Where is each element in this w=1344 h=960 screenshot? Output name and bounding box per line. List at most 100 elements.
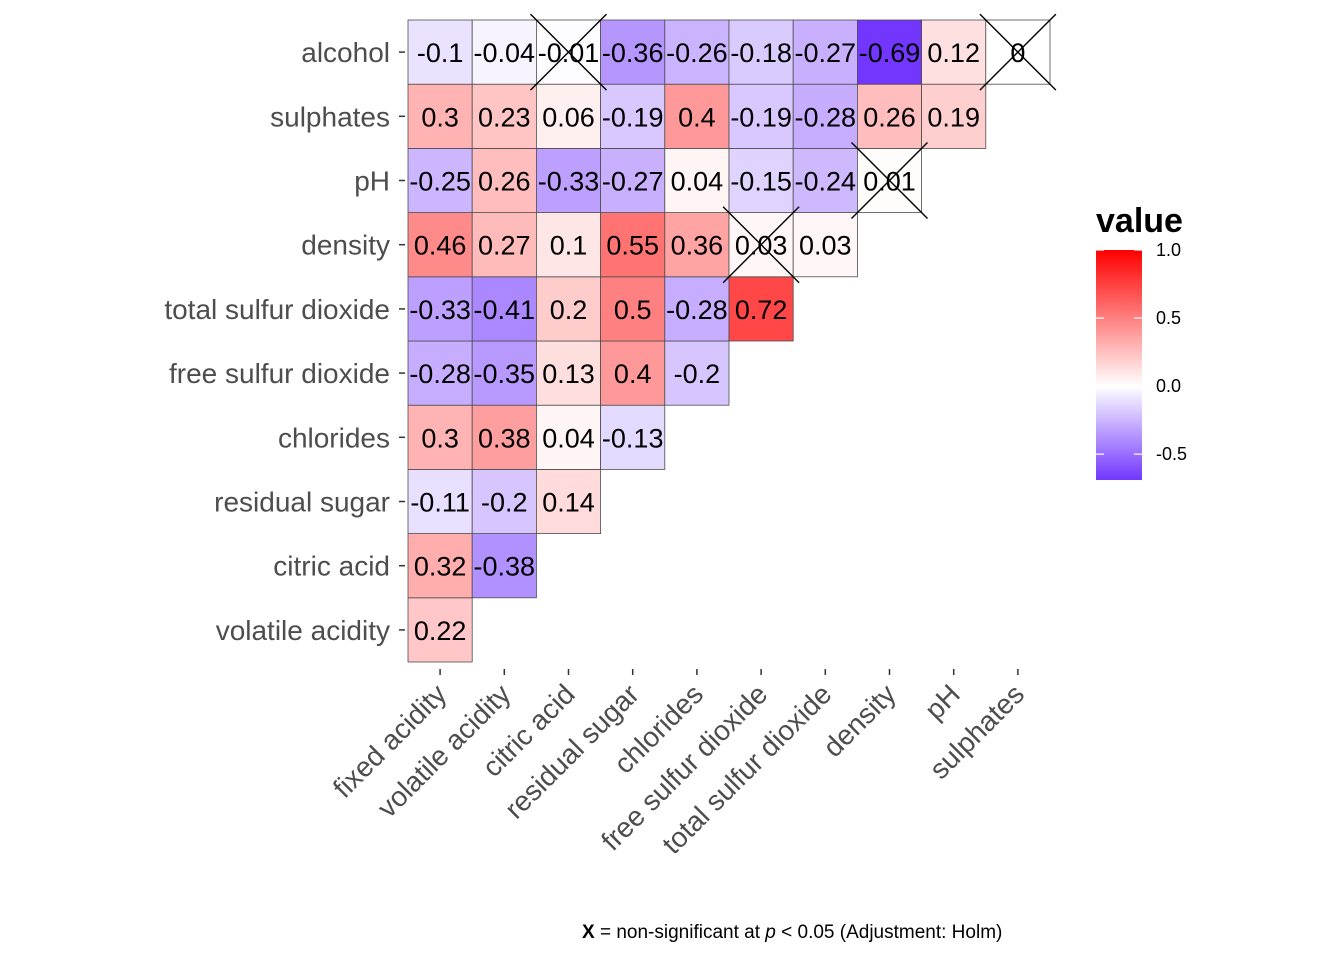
heatmap-cell: [728, 147, 794, 213]
cell-value-label: 0.27: [478, 231, 531, 261]
cell-value-label: -0.01: [538, 38, 600, 68]
cell-value-label: -0.33: [538, 167, 600, 197]
cell-value-label: -0.69: [859, 38, 921, 68]
cell-value-label: -0.25: [409, 167, 471, 197]
cell-value-label: -0.2: [674, 359, 721, 389]
cell-value-label: 0.55: [606, 231, 659, 261]
heatmap-cell: [600, 19, 666, 85]
color-legend: value 1.0 0.5 0.0 -0.5: [1096, 202, 1187, 480]
cell-value-label: 0.3: [421, 423, 459, 453]
cell-value-label: -0.26: [666, 38, 728, 68]
heatmap-cells: 0.220.32 -0.38-0.11 -0.2 0.140.3 0.38 0.04 -0.…: [407, 13, 1057, 663]
x-tick-label: density: [817, 678, 902, 763]
y-tick-label: pH: [354, 166, 390, 197]
non-significant-cross: [530, 13, 607, 91]
cell-value-label: 0.22: [414, 616, 467, 646]
legend-title: value: [1096, 202, 1183, 240]
cell-value-label: 0.19: [927, 102, 980, 132]
non-significant-cross: [979, 13, 1057, 91]
cell-value-label: 0.3: [421, 102, 459, 132]
heatmap-cell: [728, 83, 794, 149]
caption-marker: X: [582, 922, 595, 943]
cell-value-label: 0.72: [735, 295, 788, 325]
heatmap-cell: [792, 212, 858, 278]
caption-p: p: [764, 922, 776, 943]
heatmap-cell: [536, 340, 602, 406]
cell-value-label: -0.36: [602, 38, 664, 68]
heatmap-cell: [664, 340, 730, 406]
cell-value-label: 0: [1010, 38, 1025, 68]
cell-value-label: -0.18: [730, 38, 792, 68]
y-tick-label: alcohol: [301, 37, 390, 68]
y-tick-label: total sulfur dioxide: [164, 294, 390, 325]
cell-value-label: 0.4: [614, 359, 652, 389]
cell-value-label: -0.38: [474, 552, 536, 582]
non-significant-cross: [851, 142, 928, 219]
heatmap-cell: [536, 404, 602, 470]
heatmap-cell: [921, 19, 987, 85]
cell-value-label: -0.2: [481, 488, 528, 518]
cell-value-label: -0.11: [410, 488, 470, 518]
cell-value-label: 0.04: [542, 423, 595, 453]
heatmap-cell: [471, 468, 537, 534]
heatmap-cell: [921, 83, 987, 149]
cell-value-label: -0.28: [795, 102, 857, 132]
y-tick-label: density: [301, 230, 390, 261]
heatmap-cell: [407, 19, 473, 85]
cell-value-label: 0.03: [735, 231, 788, 261]
heatmap-cell: [471, 404, 537, 470]
cell-value-label: 0.04: [671, 167, 724, 197]
caption-tail: < 0.05 (Adjustment: Holm): [776, 922, 1003, 943]
y-tick-label: free sulfur dioxide: [169, 358, 390, 389]
cell-value-label: 0.36: [671, 231, 724, 261]
cell-value-label: -0.13: [602, 423, 664, 453]
heatmap-cell: [857, 19, 923, 85]
cell-value-label: 0.46: [414, 231, 467, 261]
cell-value-label: 0.2: [550, 295, 588, 325]
heatmap-cell: [536, 276, 602, 342]
cell-value-label: -0.15: [730, 167, 792, 197]
cell-value-label: 0.26: [863, 102, 916, 132]
heatmap-cell: [407, 404, 473, 470]
cell-value-label: -0.04: [474, 38, 536, 68]
cell-value-label: 0.06: [542, 102, 595, 132]
heatmap-cell: [471, 212, 537, 278]
heatmap-cell: [600, 212, 666, 278]
cell-value-label: 0.12: [927, 38, 980, 68]
y-tick-label: volatile acidity: [216, 615, 390, 646]
cell-value-label: -0.24: [795, 167, 857, 197]
cell-value-label: 0.13: [542, 359, 595, 389]
legend-tick-label: 1.0: [1156, 240, 1181, 260]
y-axis: volatile acidity citric acid residual suga…: [164, 37, 405, 646]
cell-value-label: 0.01: [863, 167, 916, 197]
heatmap-cell: [471, 19, 537, 85]
heatmap-cell: [664, 276, 730, 342]
heatmap-cell: [600, 276, 666, 342]
heatmap-cell: [471, 340, 537, 406]
cell-value-label: -0.1: [417, 38, 464, 68]
caption: X = non-significant at p < 0.05 (Adjustm…: [582, 922, 1002, 943]
heatmap-cell: [471, 83, 537, 149]
y-tick-label: sulphates: [270, 101, 390, 132]
cell-value-label: -0.28: [409, 359, 471, 389]
y-tick-label: residual sugar: [214, 487, 390, 518]
heatmap-cell: [536, 468, 602, 534]
heatmap-cell: [600, 404, 666, 470]
heatmap-cell: [664, 19, 730, 85]
heatmap-cell: [407, 147, 473, 213]
caption-middle: = non-significant at: [595, 922, 766, 943]
cell-value-label: -0.19: [730, 102, 792, 132]
cell-value-label: 0.4: [678, 102, 716, 132]
legend-tick-label: 0.5: [1156, 308, 1181, 328]
legend-tick-label: 0.0: [1156, 376, 1181, 396]
heatmap-cell: [407, 276, 473, 342]
heatmap-cell: [407, 597, 473, 663]
cell-value-label: 0.14: [542, 488, 595, 518]
legend-tick-label: -0.5: [1156, 444, 1187, 464]
y-tick-label: chlorides: [278, 422, 390, 453]
heatmap-cell: [471, 276, 537, 342]
heatmap-cell: [407, 533, 473, 599]
cell-value-label: -0.27: [795, 38, 857, 68]
cell-value-label: -0.41: [474, 295, 536, 325]
cell-value-label: 0.26: [478, 167, 531, 197]
